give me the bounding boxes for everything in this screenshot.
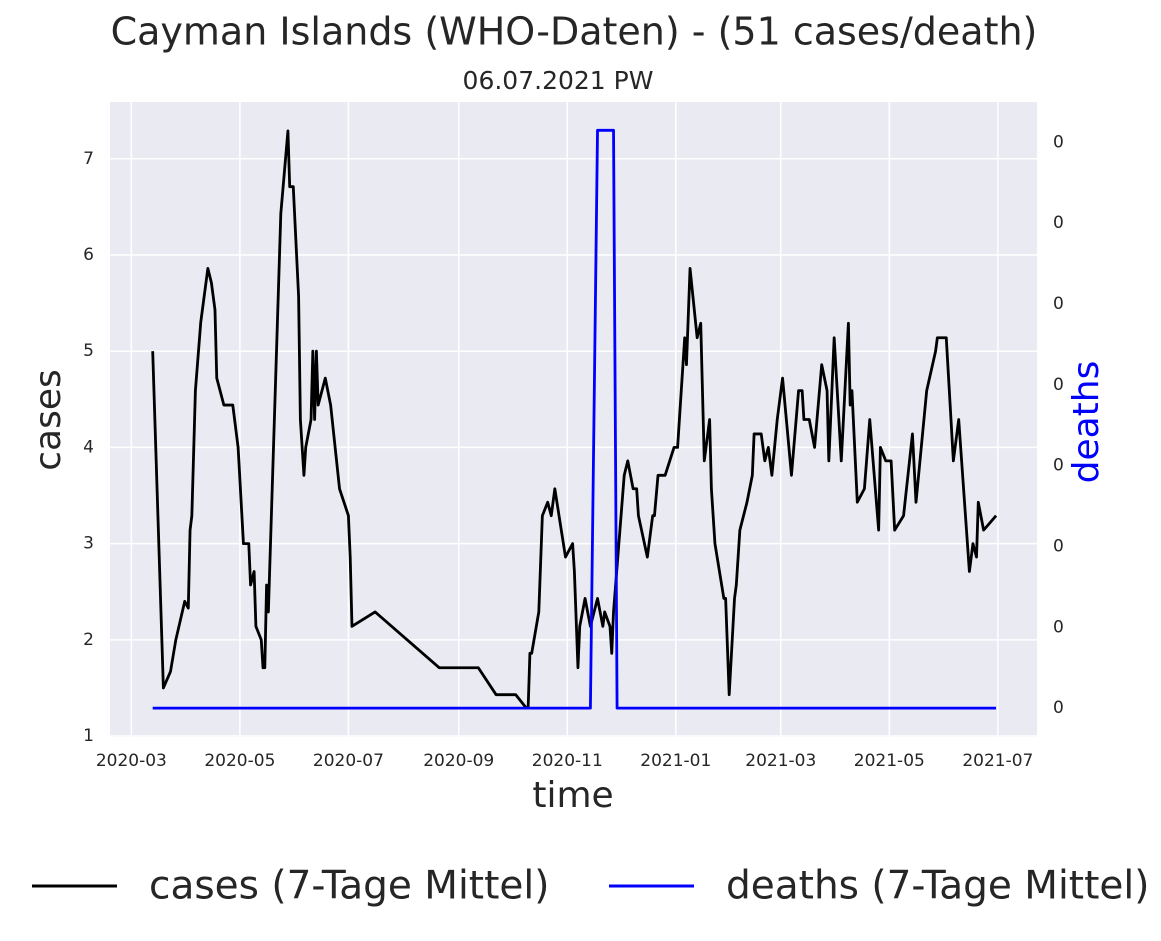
x-axis-label: time <box>532 775 613 816</box>
y2-tick-label: 0 <box>1053 213 1064 233</box>
y2-tick-label: 0 <box>1053 537 1064 557</box>
y-tick-label: 7 <box>83 149 94 169</box>
legend-label: cases (7-Tage Mittel) <box>149 864 549 909</box>
y2-tick-label: 0 <box>1053 617 1064 637</box>
y-tick-label: 3 <box>83 534 94 554</box>
y2-tick-label: 0 <box>1053 375 1064 395</box>
x-tick-label: 2020-05 <box>204 751 275 771</box>
x-tick-label: 2021-03 <box>745 751 816 771</box>
chart-subtitle: 06.07.2021 PW <box>463 66 654 95</box>
x-tick-label: 2020-09 <box>423 751 494 771</box>
y2-axis-label: deaths <box>1066 361 1107 484</box>
y-axis-label: cases <box>28 369 69 471</box>
x-tick-label: 2020-03 <box>96 751 167 771</box>
y-tick-label: 4 <box>83 437 94 457</box>
y2-tick-label: 0 <box>1053 698 1064 718</box>
x-tick-label: 2021-07 <box>962 751 1033 771</box>
x-tick-label: 2020-07 <box>313 751 384 771</box>
x-tick-label: 2021-05 <box>854 751 925 771</box>
x-tick-label: 2020-11 <box>532 751 603 771</box>
series-line <box>152 128 997 710</box>
plot-area <box>110 102 1037 737</box>
x-tick-label: 2021-01 <box>640 751 711 771</box>
y-tick-label: 1 <box>83 726 94 746</box>
y-tick-label: 5 <box>83 341 94 361</box>
y-tick-label: 6 <box>83 245 94 265</box>
chart-title: Cayman Islands (WHO-Daten) - (51 cases/d… <box>111 10 1038 54</box>
legend-label: deaths (7-Tage Mittel) <box>726 864 1149 909</box>
y2-tick-label: 0 <box>1053 456 1064 476</box>
series-line <box>151 129 998 710</box>
y-tick-label: 2 <box>83 630 94 650</box>
y2-tick-label: 0 <box>1053 132 1064 152</box>
y2-tick-label: 0 <box>1053 294 1064 314</box>
